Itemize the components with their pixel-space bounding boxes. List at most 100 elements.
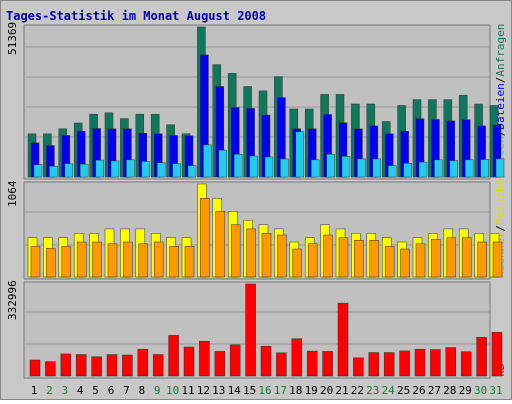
bar-rechner-13 <box>215 211 226 278</box>
bar-rechner-4 <box>76 241 87 278</box>
bar-kb-13 <box>214 351 226 377</box>
x-tick-label-17: 17 <box>274 384 287 397</box>
bar-rechner-8 <box>138 243 149 278</box>
x-tick-label-25: 25 <box>397 384 410 397</box>
x-tick-label-22: 22 <box>351 384 364 397</box>
x-axis-labels: 1 2 3 4 5 6 7 8 9 10 11 12 13 14 15 16 17 18 19 20 21 22 23 24 2… <box>31 384 503 397</box>
top-max-label: 51369 <box>6 22 19 55</box>
bar-rechner-30 <box>477 241 487 278</box>
x-tick-label-18: 18 <box>289 384 302 397</box>
bar-rechner-14 <box>230 224 241 278</box>
bar-kb-6 <box>106 354 118 377</box>
bar-kb-22 <box>353 357 364 377</box>
bar-kb-25 <box>399 350 410 377</box>
bar-rechner-20 <box>323 234 333 278</box>
bar-rechner-3 <box>61 246 72 278</box>
bar-seiten-3 <box>64 163 74 178</box>
bar-kb-15 <box>245 283 256 377</box>
bar-kb-18 <box>291 338 303 377</box>
x-tick-label-8: 8 <box>138 384 145 397</box>
bar-kb-5 <box>91 356 102 377</box>
x-tick-label-30: 30 <box>474 384 487 397</box>
x-tick-label-29: 29 <box>459 384 472 397</box>
x-tick-label-13: 13 <box>212 384 225 397</box>
bar-kb-24 <box>383 352 395 377</box>
bar-seiten-2 <box>49 165 58 178</box>
bar-rechner-15 <box>246 228 256 278</box>
bar-seiten-31 <box>495 158 505 178</box>
x-tick-label-28: 28 <box>443 384 456 397</box>
chart-title: Tages-Statistik im Monat August 2008 <box>6 9 266 23</box>
bar-seiten-16 <box>264 156 274 178</box>
x-tick-label-31: 31 <box>489 384 502 397</box>
x-tick-label-4: 4 <box>77 384 84 397</box>
bar-kb-28 <box>445 347 457 377</box>
bar-seiten-27 <box>434 159 443 178</box>
bar-rechner-27 <box>431 239 441 278</box>
bar-kb-14 <box>229 344 241 377</box>
x-tick-label-2: 2 <box>46 384 53 397</box>
bar-seiten-11 <box>187 165 197 178</box>
bar-rechner-1 <box>30 246 41 278</box>
bar-kb-4 <box>75 354 87 377</box>
bar-rechner-10 <box>169 246 179 278</box>
bar-kb-11 <box>183 346 195 377</box>
bar-rechner-7 <box>123 241 133 278</box>
x-tick-label-12: 12 <box>197 384 210 397</box>
bar-seiten-1 <box>33 164 43 178</box>
bar-kb-27 <box>430 349 441 377</box>
bar-kb-19 <box>306 350 318 377</box>
bar-seiten-21 <box>341 156 351 178</box>
bar-seiten-9 <box>156 162 166 178</box>
bar-seiten-30 <box>480 159 489 178</box>
panel-top-bg <box>23 24 491 180</box>
bar-seiten-17 <box>280 158 289 178</box>
legend-anfragen: Anfragen <box>494 24 507 77</box>
bar-rechner-16 <box>261 233 272 278</box>
bar-seiten-29 <box>464 159 474 178</box>
bar-rechner-18 <box>292 248 303 278</box>
x-tick-label-9: 9 <box>154 384 161 397</box>
x-tick-label-5: 5 <box>92 384 99 397</box>
x-tick-label-10: 10 <box>166 384 179 397</box>
x-tick-label-27: 27 <box>428 384 441 397</box>
x-tick-label-11: 11 <box>181 384 194 397</box>
bar-kb-17 <box>276 352 287 377</box>
x-tick-label-14: 14 <box>228 384 242 397</box>
bar-seiten-28 <box>449 160 459 178</box>
bar-seiten-7 <box>126 159 135 178</box>
legend-sep-2: / <box>494 77 507 84</box>
bar-seiten-5 <box>95 159 104 178</box>
bar-kb-12 <box>199 340 210 377</box>
bar-seiten-22 <box>357 158 366 178</box>
bar-kb-20 <box>322 351 333 377</box>
bar-kb-21 <box>337 302 349 377</box>
bar-seiten-19 <box>310 159 320 178</box>
x-tick-label-24: 24 <box>382 384 396 397</box>
x-tick-label-7: 7 <box>123 384 130 397</box>
bar-rechner-24 <box>384 246 395 278</box>
bar-rechner-6 <box>107 243 118 278</box>
bar-seiten-26 <box>418 161 428 178</box>
bar-seiten-15 <box>249 155 258 178</box>
middle-max-label: 1064 <box>6 180 19 207</box>
bar-seiten-6 <box>110 160 120 178</box>
legend-sep-3: / <box>494 225 507 232</box>
bar-rechner-22 <box>354 240 364 278</box>
bar-rechner-9 <box>153 241 164 278</box>
bar-seiten-10 <box>172 163 181 178</box>
bar-kb-29 <box>460 351 472 377</box>
bar-seiten-8 <box>141 161 151 178</box>
bar-kb-31 <box>491 332 503 377</box>
bar-rechner-25 <box>400 248 410 278</box>
x-tick-label-6: 6 <box>108 384 115 397</box>
bar-seiten-23 <box>372 158 382 178</box>
bar-rechner-26 <box>415 243 426 278</box>
bar-seiten-14 <box>233 153 243 178</box>
bar-seiten-4 <box>79 163 89 178</box>
bar-seiten-24 <box>387 165 397 178</box>
bar-rechner-31 <box>492 241 503 278</box>
bar-kb-10 <box>168 335 179 377</box>
bar-rechner-12 <box>200 198 210 278</box>
